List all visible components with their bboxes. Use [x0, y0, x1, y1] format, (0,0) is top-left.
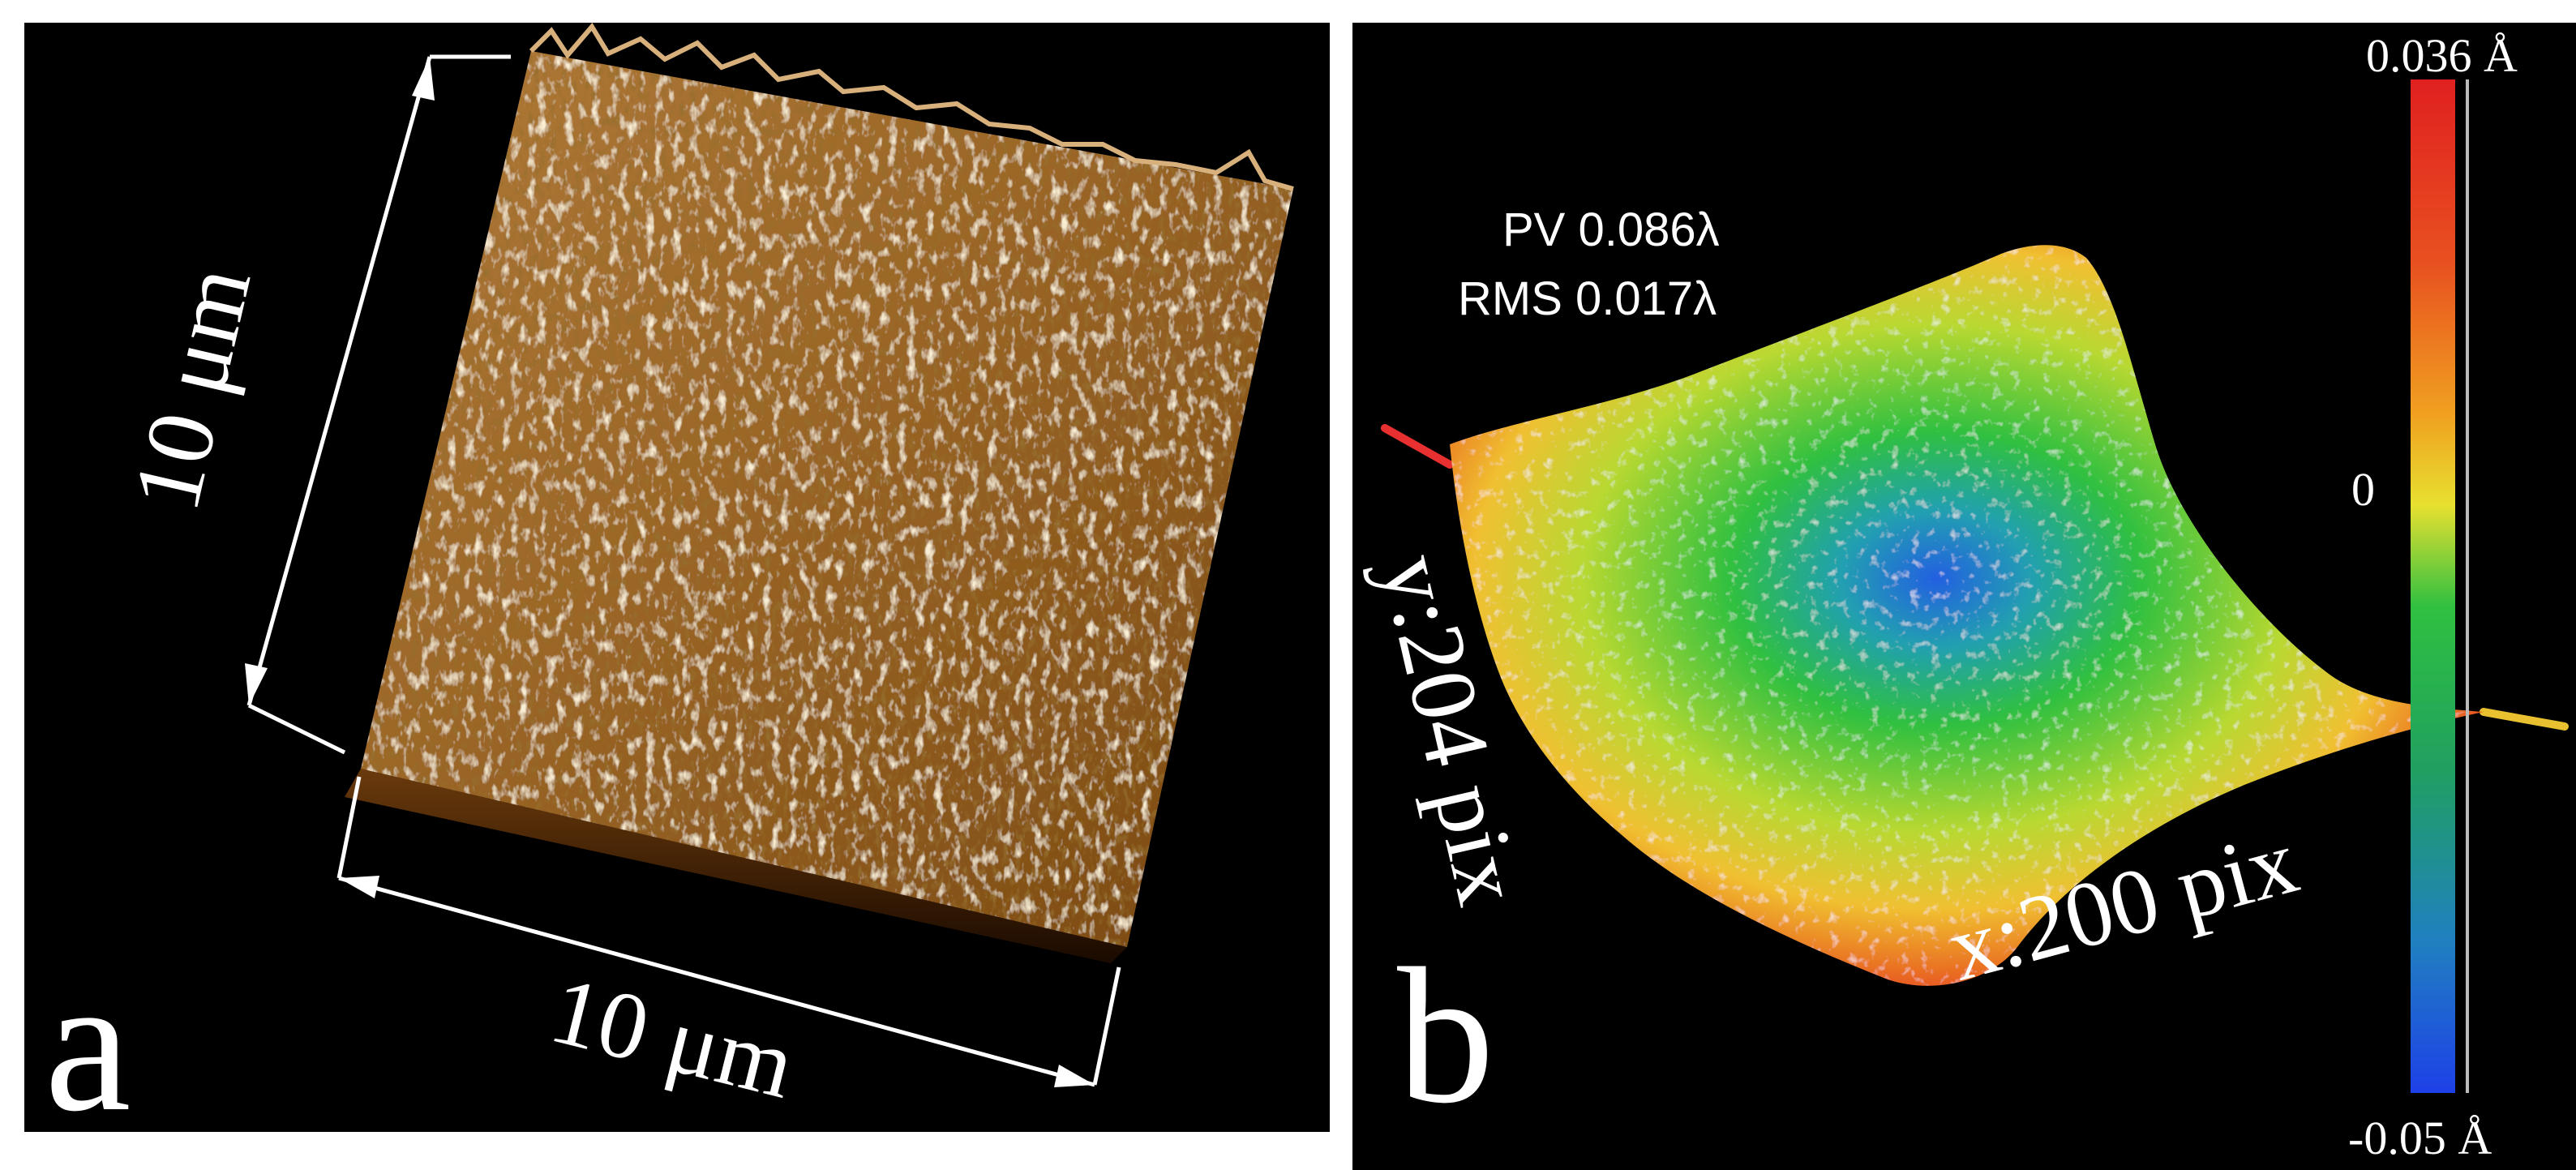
dim-label-horizontal: 10 μm [541, 957, 804, 1119]
colorbar-max-label: 0.036 Å [2366, 29, 2518, 82]
afm-surface-plot: 10 μm 10 μm a [45, 23, 1294, 1132]
dimension-arrows [246, 54, 1121, 1087]
y-axis-rod [1381, 424, 1454, 469]
afm-peak-ridge [529, 23, 1294, 191]
colorbar [2411, 79, 2455, 1093]
panel-b: PV 0.086λ RMS 0.017λ y:204 pix x:200 pix… [1352, 23, 2576, 1170]
afm-top-surface [361, 51, 1293, 947]
vertical-dimension-tick-bottom [247, 703, 346, 755]
panel-letter-b: b [1397, 928, 1494, 1143]
afm-front-edge [345, 769, 1127, 963]
colorbar-min-label: -0.05 Å [2348, 1112, 2492, 1164]
panel-a: 10 μm 10 μm a [24, 23, 1330, 1132]
horizontal-dimension-tick-left [336, 776, 362, 879]
horizontal-dimension-line [338, 876, 1095, 1087]
pv-label: PV 0.086λ [1502, 204, 1720, 256]
colorbar-mid-label: 0 [2351, 463, 2375, 516]
panel-letter-a: a [45, 936, 131, 1132]
arrowhead-right [1054, 1065, 1095, 1087]
interferometry-surface-plot: PV 0.086λ RMS 0.017λ y:204 pix x:200 pix… [1361, 29, 2569, 1164]
arrowhead-top [412, 57, 435, 101]
horizontal-dimension-tick-right [1092, 966, 1121, 1086]
arrowhead-left [339, 876, 379, 898]
vertical-dimension-line [246, 56, 432, 706]
x-axis-rod [2480, 708, 2569, 731]
rms-label: RMS 0.017λ [1458, 272, 1717, 325]
arrowhead-bottom [245, 663, 268, 705]
dim-label-vertical: 10 μm [113, 257, 272, 520]
surface-map [1450, 245, 2484, 986]
